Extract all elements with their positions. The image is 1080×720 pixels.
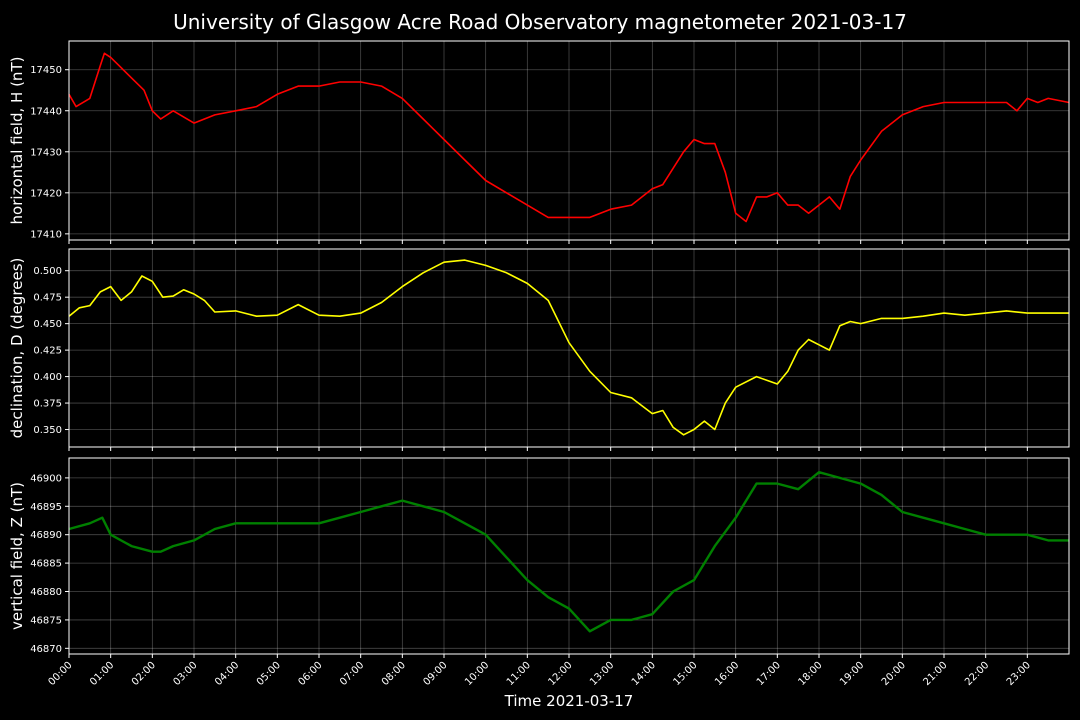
y-tick-label: 46900 <box>30 473 62 484</box>
series-line <box>68 471 1069 633</box>
panel-frame <box>68 40 1070 241</box>
panels: 17410 17420 17430 17440 17450 horizontal fiel… <box>8 40 1070 658</box>
y-tick-label: 46885 <box>30 559 62 570</box>
figure-title: University of Glasgow Acre Road Observat… <box>173 10 907 34</box>
y-tick-label: 17430 <box>30 147 62 158</box>
y-tick-label: 0.425 <box>33 346 62 357</box>
panel-2: 0.350 0.375 0.400 0.425 0.450 0.475 0.500 decli… <box>8 248 1070 451</box>
y-tick-label: 0.400 <box>33 372 62 383</box>
panel-3: 46870 46875 46880 46885 46890 46895 46900 verti… <box>8 457 1070 658</box>
panel-frame <box>68 248 1070 448</box>
y-tick-label: 0.500 <box>33 266 62 277</box>
y-tick-label: 0.450 <box>33 319 62 330</box>
x-axis-label: Time 2021-03-17 <box>504 692 634 710</box>
y-tick-label: 17410 <box>30 229 62 240</box>
y-axis-label: vertical field, Z (nT) <box>8 482 26 630</box>
y-tick-label: 17450 <box>30 65 62 76</box>
y-tick-label: 46870 <box>30 644 62 655</box>
y-tick-label: 46875 <box>30 615 62 626</box>
series-line <box>68 52 1070 223</box>
y-tick-label: 17420 <box>30 188 62 199</box>
y-tick-label: 0.375 <box>33 399 62 410</box>
series-line <box>68 259 1069 436</box>
panel-1: 17410 17420 17430 17440 17450 horizontal fiel… <box>8 40 1070 244</box>
y-tick-label: 17440 <box>30 106 62 117</box>
y-tick-label: 0.475 <box>33 293 62 304</box>
y-tick-label: 46890 <box>30 530 62 541</box>
panel-frame <box>68 457 1070 655</box>
y-tick-label: 46895 <box>30 502 62 513</box>
y-tick-label: 0.350 <box>33 425 62 436</box>
y-axis-label: declination, D (degrees) <box>8 258 26 439</box>
y-tick-label: 46880 <box>30 587 62 598</box>
y-axis-label: horizontal field, H (nT) <box>8 57 26 225</box>
